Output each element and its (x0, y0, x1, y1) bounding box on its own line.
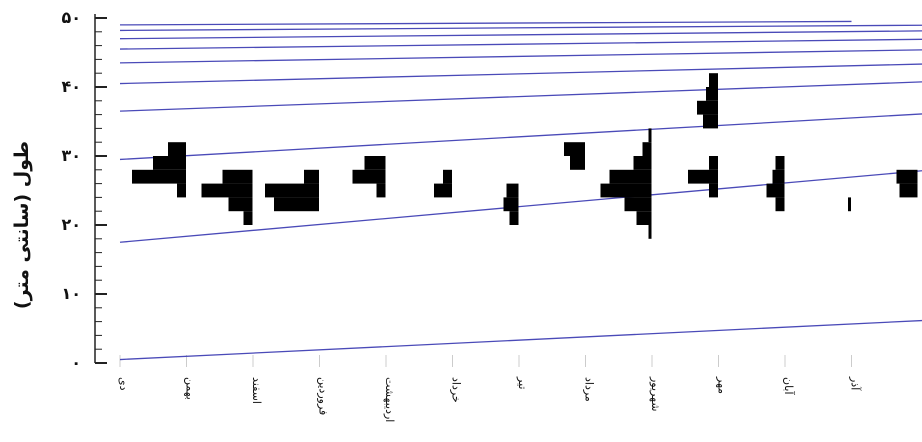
histogram-bar (177, 183, 186, 198)
x-tick-labels: دی بهمن اسفند فروردین اردیبهشت خرداد تیر مرداد ش… (117, 376, 863, 422)
month-ticks (119, 355, 852, 367)
histogram-bar (506, 183, 519, 198)
histogram-bar (222, 169, 253, 184)
histogram-bar (648, 128, 652, 143)
x-tick-label: دی (117, 377, 130, 391)
histogram-bar (848, 197, 851, 212)
histogram-bar (703, 114, 718, 129)
histogram-bar (265, 183, 319, 198)
histogram-bar (434, 183, 452, 198)
histograms (132, 73, 918, 239)
histogram-bar (600, 183, 652, 198)
histogram-bar (775, 197, 785, 212)
x-tick-label: شهریور (649, 376, 662, 411)
histogram-bar (443, 169, 452, 184)
x-tick-label: تیر (516, 376, 529, 389)
x-tick-label: مهر (716, 376, 729, 394)
histogram-bar (636, 211, 652, 225)
histogram-bar (570, 156, 585, 170)
histogram-bar (772, 169, 785, 184)
histogram-bar (896, 169, 918, 184)
histogram-bar (201, 183, 253, 198)
histogram-bar (503, 197, 519, 212)
histogram-bar (709, 183, 718, 198)
histogram-bar (274, 197, 319, 212)
growth-curve (119, 38, 922, 50)
y-tick-label: ۳۰ (61, 146, 81, 165)
histogram-bar (706, 87, 718, 101)
histogram-bar (697, 100, 718, 115)
histogram-bar (564, 142, 585, 156)
growth-curve (119, 30, 922, 40)
y-tick-label: ۰ (71, 353, 81, 372)
histogram-bar (633, 156, 652, 170)
y-axis-label-box: طول (سانتی متر) (4, 141, 40, 309)
histogram-bar (509, 211, 519, 225)
x-tick-label: آبان (782, 377, 796, 395)
x-tick-label: اردیبهشت (383, 377, 396, 422)
growth-curve (119, 63, 922, 85)
histogram-bar (132, 169, 186, 184)
histogram-bar (609, 169, 652, 184)
x-tick-label: خرداد (450, 377, 463, 403)
y-tick-label: ۵۰ (61, 8, 81, 27)
y-axis-label: طول (سانتی متر) (11, 140, 34, 310)
x-tick-label: اسفند (250, 377, 263, 404)
histogram-bar (376, 183, 386, 198)
histogram-bar (688, 169, 718, 184)
growth-curve (119, 20, 852, 26)
histogram-bar (709, 156, 718, 170)
histogram-bar (766, 183, 785, 198)
histogram-bar (228, 197, 253, 212)
histogram-bar (648, 225, 652, 239)
histogram-bar (364, 156, 386, 170)
histogram-bar (168, 142, 186, 156)
y-tick-label: ۲۰ (61, 215, 81, 234)
growth-curve (119, 81, 922, 112)
histogram-bar (775, 156, 785, 170)
histogram-bar (624, 197, 652, 212)
y-tick-label: ۴۰ (61, 77, 81, 96)
histogram-bar (153, 156, 186, 170)
growth-curve (119, 170, 922, 243)
histogram-bar (642, 142, 652, 156)
x-tick-label: بهمن (184, 377, 197, 400)
histogram-bar (243, 211, 253, 225)
growth-curves (119, 20, 922, 361)
x-tick-label: فروردین (317, 377, 330, 415)
histogram-bar (304, 169, 319, 184)
x-tick-label: آذر (849, 376, 863, 391)
histogram-bar (709, 73, 718, 87)
histogram-bar (352, 169, 386, 184)
growth-curve (119, 113, 922, 161)
growth-curve (119, 319, 922, 361)
x-tick-label: مرداد (583, 377, 596, 402)
histogram-bar (899, 183, 918, 198)
growth-curve (119, 49, 922, 64)
y-tick-label: ۱۰ (61, 284, 81, 303)
growth-curve (119, 24, 922, 32)
axes: ۰ ۱۰ ۲۰ ۳۰ ۴۰ ۵۰ (61, 8, 107, 372)
